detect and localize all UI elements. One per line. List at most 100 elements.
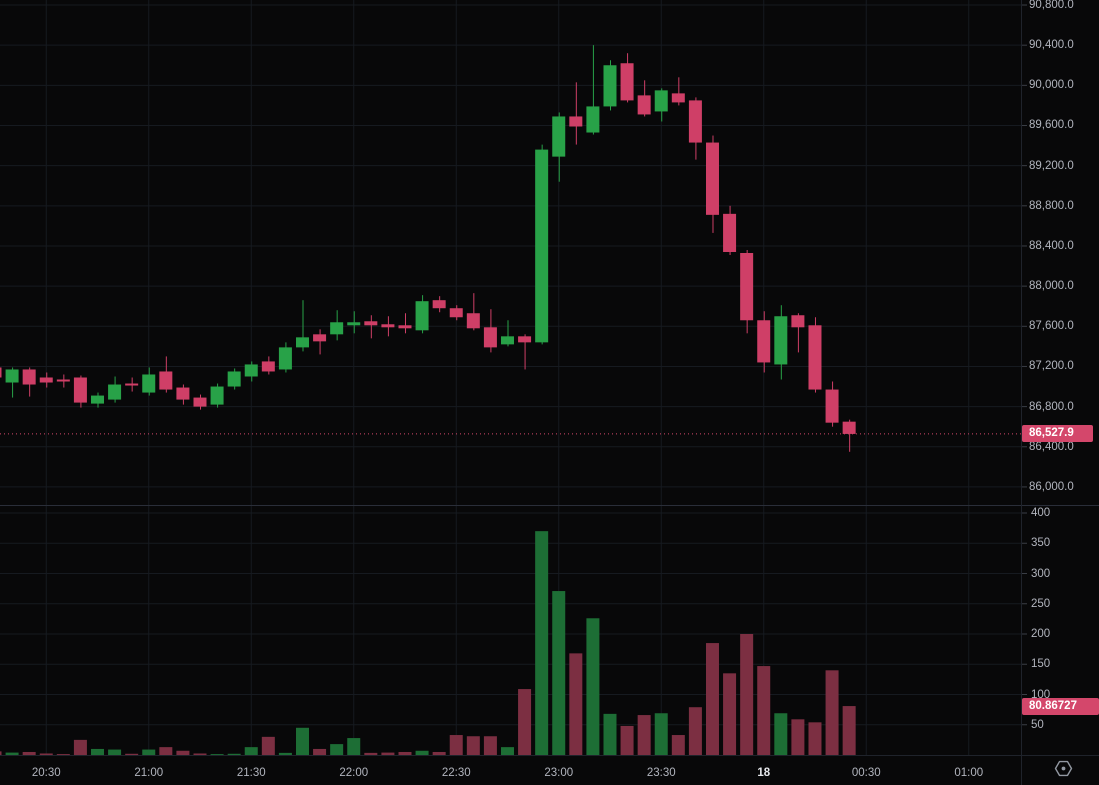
volume-bar bbox=[0, 751, 2, 755]
volume-bar bbox=[671, 735, 685, 755]
candle-body bbox=[654, 90, 668, 112]
candle-body bbox=[210, 386, 224, 405]
candle-body bbox=[381, 324, 395, 328]
settings-icon[interactable] bbox=[1052, 758, 1075, 779]
last-price-value: 86,527.9 bbox=[1029, 427, 1074, 439]
volume-bar bbox=[791, 719, 805, 755]
volume-bar bbox=[278, 752, 292, 755]
candle-body bbox=[552, 116, 566, 157]
price-tick-label: 90,400.0 bbox=[1029, 39, 1074, 52]
candle-body bbox=[569, 116, 583, 127]
volume-bar bbox=[825, 670, 839, 755]
candle-body bbox=[22, 369, 36, 385]
volume-bar bbox=[398, 751, 412, 755]
candle-body bbox=[500, 336, 514, 345]
volume-bar bbox=[261, 736, 275, 755]
candle-body bbox=[705, 142, 719, 215]
volume-bar bbox=[500, 747, 514, 755]
volume-bar bbox=[193, 753, 207, 755]
candle-body bbox=[0, 367, 2, 378]
candle-body bbox=[825, 389, 839, 423]
volume-bar bbox=[73, 739, 87, 755]
candle-body bbox=[39, 377, 53, 383]
volume-bar bbox=[705, 643, 719, 755]
volume-bar bbox=[466, 736, 480, 755]
volume-bar bbox=[381, 752, 395, 755]
volume-bar bbox=[330, 744, 344, 755]
candle-body bbox=[261, 361, 275, 372]
last-price-badge: 86,527.9 bbox=[1022, 425, 1093, 442]
candle-body bbox=[125, 383, 139, 386]
volume-tick-label: 300 bbox=[1031, 567, 1051, 580]
volume-tick-label: 50 bbox=[1031, 718, 1044, 731]
candle-body bbox=[142, 374, 156, 393]
candle-body bbox=[603, 65, 617, 107]
time-tick-label: 20:30 bbox=[31, 767, 61, 779]
volume-bar bbox=[313, 748, 327, 755]
candle-body bbox=[740, 253, 754, 321]
candle-body bbox=[483, 327, 497, 348]
volume-tick-label: 350 bbox=[1031, 537, 1051, 550]
volume-bar bbox=[364, 752, 378, 755]
price-tick-label: 88,000.0 bbox=[1029, 280, 1074, 293]
volume-bar bbox=[483, 736, 497, 755]
volume-bar bbox=[654, 713, 668, 755]
candle-body bbox=[637, 95, 651, 115]
volume-bar bbox=[740, 634, 754, 755]
volume-bar bbox=[415, 750, 429, 755]
candle-body bbox=[757, 320, 771, 363]
candle-body bbox=[518, 336, 532, 343]
candle-body bbox=[398, 325, 412, 329]
price-tick-label: 87,600.0 bbox=[1029, 320, 1074, 333]
time-tick-label: 00:30 bbox=[851, 767, 881, 779]
time-tick-label: 21:00 bbox=[134, 767, 164, 779]
volume-bar bbox=[227, 753, 241, 755]
candle-body bbox=[313, 334, 327, 342]
candle-body bbox=[723, 213, 737, 252]
volume-bar bbox=[620, 725, 634, 755]
time-tick-label: 22:00 bbox=[339, 767, 369, 779]
candle-body bbox=[774, 316, 788, 365]
volume-bar bbox=[569, 653, 583, 755]
volume-bar bbox=[108, 749, 122, 755]
volume-tick-label: 200 bbox=[1031, 628, 1051, 640]
candle-body bbox=[73, 377, 87, 403]
candle-body bbox=[449, 308, 463, 318]
volume-bar bbox=[774, 713, 788, 755]
candle-body bbox=[688, 100, 702, 143]
volume-bar bbox=[22, 751, 36, 755]
hexagon-outline bbox=[1054, 760, 1073, 777]
candle-body bbox=[364, 321, 378, 326]
time-tick-label: 22:30 bbox=[441, 767, 471, 779]
volume-bar bbox=[295, 727, 309, 755]
candle-body bbox=[90, 395, 104, 404]
candle-body bbox=[842, 421, 856, 434]
candle-body bbox=[159, 371, 173, 390]
time-tick-label: 21:30 bbox=[236, 767, 266, 779]
candle-body bbox=[193, 397, 207, 407]
volume-bar bbox=[56, 754, 70, 755]
candle-body bbox=[586, 106, 600, 133]
price-tick-label: 89,600.0 bbox=[1029, 119, 1074, 132]
volume-bar bbox=[586, 618, 600, 755]
candle-body bbox=[176, 387, 190, 400]
volume-bar bbox=[210, 754, 224, 755]
time-tick-label: 01:00 bbox=[954, 767, 984, 779]
candle-body bbox=[535, 149, 549, 343]
price-tick-label: 88,400.0 bbox=[1029, 239, 1074, 252]
candle-body bbox=[620, 63, 634, 101]
volume-bar bbox=[757, 666, 771, 755]
price-tick-label: 90,000.0 bbox=[1029, 79, 1074, 92]
price-tick-label: 86,400.0 bbox=[1029, 440, 1074, 453]
volume-bar bbox=[535, 531, 549, 755]
volume-tick-label: 100 bbox=[1031, 688, 1051, 701]
candle-body bbox=[671, 93, 685, 103]
time-tick-label: 23:30 bbox=[646, 767, 676, 779]
volume-bar bbox=[432, 751, 446, 755]
volume-bar bbox=[449, 735, 463, 755]
candle-body bbox=[791, 315, 805, 328]
last-volume-badge: 80.86727 bbox=[1022, 698, 1099, 715]
volume-bar bbox=[808, 722, 822, 755]
price-tick-label: 87,200.0 bbox=[1029, 360, 1074, 373]
